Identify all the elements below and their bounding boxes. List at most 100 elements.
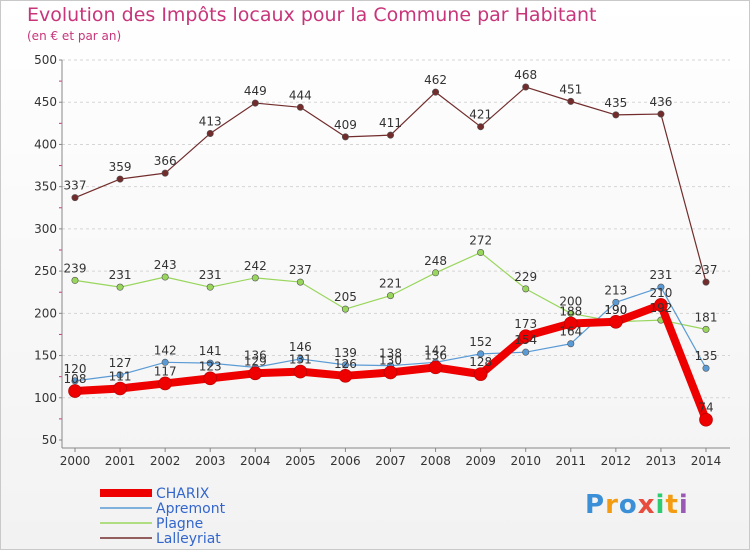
data-label-apremont: 231 <box>649 268 672 282</box>
data-point-charix <box>518 329 533 343</box>
data-point-apremont <box>702 364 710 372</box>
data-label-charix: 188 <box>559 304 582 318</box>
axes <box>59 59 730 452</box>
data-point-lalleyriat <box>206 129 214 137</box>
data-label-charix: 117 <box>154 364 177 378</box>
data-label-plagne: 231 <box>199 268 222 282</box>
proxiti-logo: Proxiti <box>585 490 689 520</box>
data-point-lalleyriat <box>432 88 440 96</box>
data-label-lalleyriat: 421 <box>469 108 492 122</box>
data-point-charix <box>699 412 713 427</box>
data-point-lalleyriat <box>522 83 530 91</box>
data-label-lalleyriat: 359 <box>109 160 132 174</box>
logo-letter: r <box>605 490 619 520</box>
x-tick-label: 2001 <box>105 454 136 468</box>
x-tick-label: 2012 <box>601 454 632 468</box>
y-tick-label: 50 <box>42 433 57 447</box>
data-label-lalleyriat: 413 <box>199 114 222 128</box>
data-label-apremont: 141 <box>199 344 222 358</box>
data-point-plagne <box>522 285 530 293</box>
data-label-charix: 123 <box>199 359 222 373</box>
data-point-plagne <box>206 283 214 291</box>
x-tick-label: 2007 <box>375 454 406 468</box>
data-label-apremont: 142 <box>154 343 177 357</box>
data-label-apremont: 138 <box>379 347 402 361</box>
chart-title: Evolution des Impôts locaux pour la Comm… <box>27 4 597 26</box>
x-tick-labels: 2000 2001 2002 2003 2004 2005 2006 2007 2008 2009… <box>60 454 722 468</box>
data-point-plagne <box>296 278 304 286</box>
x-tick-label: 2005 <box>285 454 316 468</box>
data-point-charix <box>68 384 82 398</box>
data-label-plagne: 272 <box>469 234 492 248</box>
y-tick-label: 500 <box>34 53 57 67</box>
data-point-lalleyriat <box>702 278 710 286</box>
data-label-lalleyriat: 468 <box>514 68 537 82</box>
data-point-apremont <box>657 283 665 291</box>
x-tick-label: 2006 <box>330 454 361 468</box>
data-point-apremont <box>206 359 214 367</box>
data-point-lalleyriat <box>477 123 485 131</box>
data-point-lalleyriat <box>386 131 394 139</box>
y-tick-labels: 50 100 150 200 250 300 350 400 450 500 <box>34 53 57 447</box>
data-point-apremont <box>612 298 620 306</box>
chart-subtitle: (en € et par an) <box>27 29 122 43</box>
data-point-charix <box>563 316 578 331</box>
y-tick-label: 250 <box>34 264 57 278</box>
data-label-plagne: 248 <box>424 254 447 268</box>
y-tick-label: 100 <box>34 391 57 405</box>
data-label-apremont: 135 <box>695 349 718 363</box>
legend-label-plagne: Plagne <box>156 516 203 532</box>
legend-label-apremont: Apremont <box>156 501 226 517</box>
data-label-lalleyriat: 435 <box>604 96 627 110</box>
data-label-lalleyriat: 409 <box>334 118 357 132</box>
data-point-lalleyriat <box>251 99 259 107</box>
data-label-apremont: 142 <box>424 343 447 357</box>
data-label-charix: 111 <box>109 369 132 383</box>
data-label-charix: 173 <box>514 317 537 331</box>
data-label-charix: 210 <box>649 286 672 300</box>
data-label-plagne: 190 <box>604 303 627 317</box>
data-label-plagne: 243 <box>154 258 177 272</box>
x-tick-label: 2008 <box>420 454 451 468</box>
data-point-charix <box>428 360 443 375</box>
data-label-apremont: 213 <box>604 283 627 297</box>
data-point-lalleyriat <box>341 133 349 141</box>
data-point-lalleyriat <box>567 97 575 105</box>
data-point-plagne <box>567 309 575 317</box>
data-point-lalleyriat <box>657 110 665 118</box>
data-label-charix: 129 <box>244 354 267 368</box>
data-label-charix: 74 <box>698 401 713 415</box>
data-point-charix <box>113 381 127 396</box>
logo-letter: x <box>637 490 656 520</box>
x-tick-label: 2003 <box>195 454 226 468</box>
data-point-plagne <box>71 276 79 284</box>
data-point-plagne <box>477 249 485 257</box>
data-point-plagne <box>341 305 349 313</box>
data-label-lalleyriat: 444 <box>289 88 312 102</box>
y-tick-label: 450 <box>34 95 57 109</box>
data-label-lalleyriat: 411 <box>379 116 402 130</box>
data-point-apremont <box>477 350 485 358</box>
data-label-charix: 131 <box>289 353 312 367</box>
logo-letter: P <box>585 490 606 520</box>
data-label-plagne: 221 <box>379 277 402 291</box>
data-point-plagne <box>386 292 394 300</box>
data-point-apremont <box>522 348 530 356</box>
y-tick-label: 350 <box>34 180 57 194</box>
data-label-lalleyriat: 462 <box>424 73 447 87</box>
data-label-plagne: 181 <box>695 310 718 324</box>
x-tick-label: 2011 <box>556 454 587 468</box>
data-label-apremont: 136 <box>244 348 267 362</box>
data-point-charix <box>248 366 263 381</box>
data-point-plagne <box>702 325 710 333</box>
data-label-apremont: 120 <box>64 362 87 376</box>
data-point-apremont <box>567 340 575 348</box>
data-point-lalleyriat <box>161 169 169 177</box>
data-label-lalleyriat: 337 <box>64 179 87 193</box>
data-point-charix <box>383 365 398 380</box>
legend-label-lalleyriat: Lalleyriat <box>156 531 221 547</box>
data-point-apremont <box>296 355 304 363</box>
y-tick-label: 200 <box>34 306 57 320</box>
data-point-plagne <box>116 283 124 291</box>
